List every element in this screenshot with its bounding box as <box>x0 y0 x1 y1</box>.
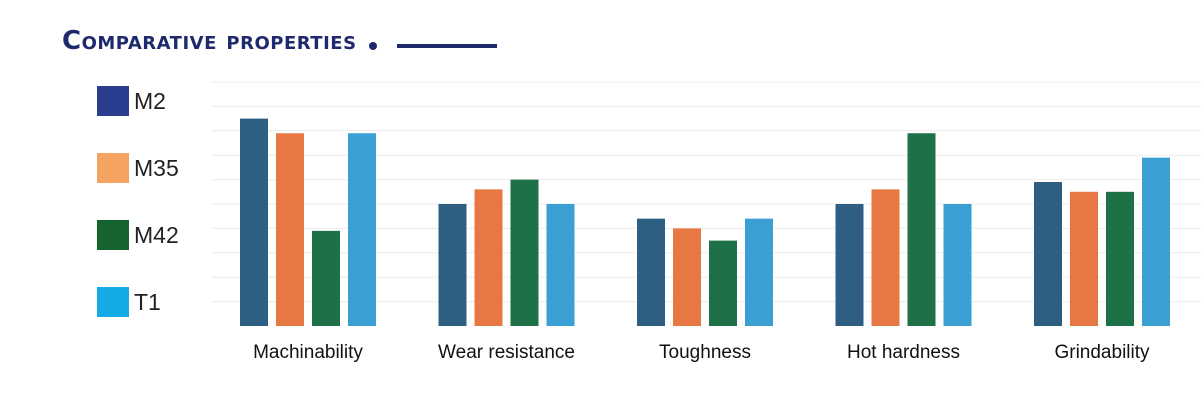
bar-m35-1 <box>474 189 503 326</box>
bar-m42-1 <box>510 179 539 326</box>
chart-title-group: Comparative properties <box>62 26 497 56</box>
bar-m2-0 <box>240 118 268 326</box>
legend-swatch-m42 <box>97 220 129 250</box>
x-tick-label: Grindability <box>1054 342 1150 363</box>
legend-label-m2: M2 <box>134 88 166 114</box>
legend: M2 M35 M42 T1 <box>97 86 179 317</box>
bar-m42-3 <box>907 133 936 326</box>
legend-label-t1: T1 <box>134 289 161 315</box>
legend-label-m42: M42 <box>134 222 179 248</box>
legend-swatch-t1 <box>97 287 129 317</box>
bar-m35-2 <box>673 228 701 326</box>
legend-swatch-m35 <box>97 153 129 183</box>
bar-t1-3 <box>943 204 972 326</box>
bar-m2-4 <box>1034 182 1062 326</box>
bar-m42-4 <box>1106 191 1134 326</box>
bar-m2-3 <box>835 204 864 326</box>
bar-m35-0 <box>276 133 304 326</box>
x-tick-label: Toughness <box>659 342 751 363</box>
legend-swatch-m2 <box>97 86 129 116</box>
bar-t1-0 <box>348 133 376 326</box>
legend-label-m35: M35 <box>134 155 179 181</box>
x-tick-label: Wear resistance <box>438 342 575 363</box>
bar-m42-0 <box>312 230 340 326</box>
title-dot-decoration <box>368 42 377 50</box>
chart-title: Comparative properties <box>62 26 357 56</box>
bar-m35-3 <box>871 189 900 326</box>
x-tick-label: Hot hardness <box>847 342 960 363</box>
x-axis-labels: Machinability Wear resistance Toughness Hot… <box>253 342 1150 363</box>
bar-t1-1 <box>546 204 575 326</box>
bars <box>240 118 1170 326</box>
bar-m42-2 <box>709 240 737 326</box>
x-tick-label: Machinability <box>253 342 363 363</box>
bar-t1-4 <box>1142 157 1170 326</box>
bar-m35-4 <box>1070 191 1098 326</box>
bar-m2-1 <box>438 204 467 326</box>
bar-t1-2 <box>745 218 773 326</box>
title-underline-decoration <box>396 44 497 48</box>
bar-m2-2 <box>637 218 665 326</box>
